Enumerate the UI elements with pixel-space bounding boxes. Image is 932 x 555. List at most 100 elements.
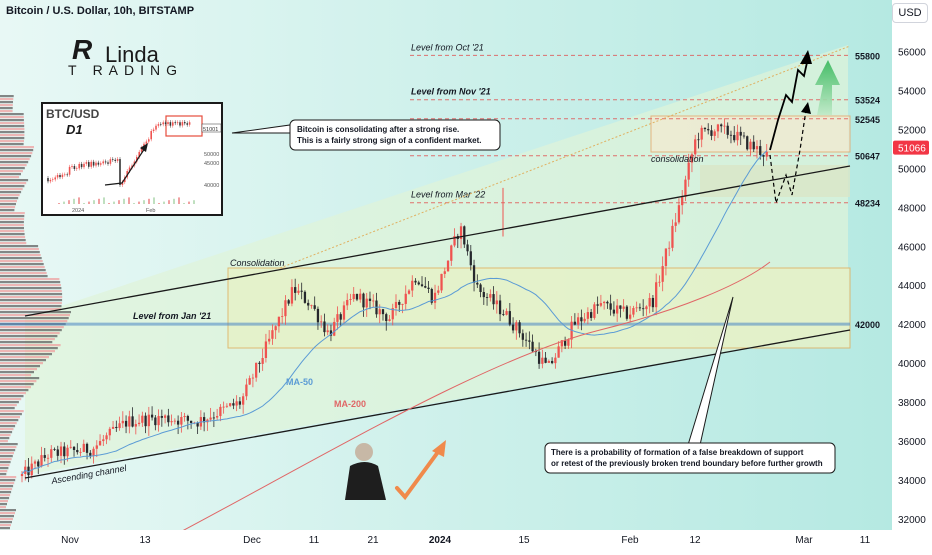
candle-body [599, 303, 603, 306]
volume-profile-bar [0, 146, 34, 149]
candle-body [733, 135, 736, 141]
candle-body [589, 312, 593, 318]
candle-body [466, 244, 469, 252]
volume-profile-bar [0, 413, 22, 416]
price-level-value: 52545 [855, 115, 880, 125]
inset-candle-body [49, 179, 52, 182]
inset-volume-bar [88, 201, 90, 204]
volume-profile-bar [0, 128, 25, 131]
candle-body [690, 154, 694, 163]
inset-candle-body [172, 122, 174, 126]
y-axis-tick: 44000 [898, 281, 926, 292]
candle-body [433, 292, 437, 303]
channel-lower-line [24, 329, 851, 479]
candle-body [664, 248, 668, 267]
volume-profile-bar [0, 434, 11, 437]
volume-profile-bar [0, 317, 69, 320]
volume-profile-bar [0, 368, 37, 371]
candle-body [427, 287, 430, 290]
inset-volume-bar [93, 200, 95, 204]
candle-body [495, 300, 498, 305]
candle-body [209, 417, 212, 420]
volume-profile-bar [0, 101, 13, 104]
volume-profile-bar [0, 455, 13, 458]
candle-body [89, 452, 92, 456]
candle-body [333, 321, 336, 336]
volume-profile-bar [0, 284, 61, 287]
volume-profile-bar [0, 305, 62, 308]
candle-body [485, 297, 489, 298]
candle-body [440, 273, 443, 291]
candle-body [518, 322, 521, 334]
inset-candle-body [73, 166, 76, 169]
candle-body [524, 339, 528, 341]
volume-profile-bar [0, 308, 61, 311]
volume-profile-bar [0, 500, 8, 503]
candle-body [163, 415, 167, 418]
volume-profile-bar [0, 506, 6, 509]
inset-volume-bar [193, 200, 195, 204]
candle-body [554, 357, 557, 364]
volume-profile-bar [0, 473, 7, 476]
x-axis-label: 21 [367, 535, 379, 546]
candle-body [180, 417, 183, 425]
channel-upper-line [24, 165, 851, 317]
currency-button[interactable]: USD [892, 3, 928, 23]
candle-body [310, 305, 313, 307]
volume-profile-bar [0, 119, 24, 122]
inset-candle-body [107, 162, 109, 164]
candle-body [235, 401, 238, 406]
candle-body [115, 426, 118, 429]
inset-candle-body [59, 175, 61, 178]
candle-body [593, 304, 596, 318]
callout-bottom-line2: or retest of the previously broken trend… [551, 459, 823, 468]
candle-body [202, 417, 206, 423]
candle-body [150, 414, 154, 418]
x-axis-label: 11 [860, 535, 871, 546]
volume-profile-bar [0, 518, 13, 521]
volume-profile-bar [0, 497, 10, 500]
candle-body [349, 299, 352, 300]
candle-body [742, 135, 746, 137]
current-price-value: 51066 [898, 144, 926, 155]
inset-volume-bar [153, 197, 155, 204]
y-axis-tick: 42000 [898, 320, 926, 331]
volume-profile-bar [0, 440, 8, 443]
candle-body [20, 473, 24, 477]
volume-profile-bar [0, 149, 34, 152]
volume-profile-bar [0, 482, 15, 485]
volume-profile-bar [0, 512, 15, 515]
candle-body [573, 321, 577, 325]
volume-profile-bar [0, 113, 24, 116]
candle-body [417, 282, 420, 285]
candle-body [381, 309, 385, 315]
inset-volume-bar [58, 203, 60, 204]
candle-body [98, 441, 102, 446]
volume-profile-bar [0, 470, 8, 473]
candle-body [651, 297, 655, 308]
volume-profile-bar [0, 278, 60, 281]
candle-body [450, 245, 453, 261]
volume-profile-bar [0, 98, 14, 101]
inset-price-tag [201, 123, 222, 133]
candle-body [118, 423, 121, 429]
candle-body [511, 324, 515, 331]
candle-body [248, 378, 251, 385]
price-level-value: 53524 [855, 96, 880, 106]
volume-profile-bar [0, 233, 25, 236]
inset-candle-body [83, 163, 85, 168]
candle-body [723, 125, 726, 127]
candle-body [271, 330, 274, 339]
candle-body [700, 127, 703, 140]
candle-body [229, 403, 232, 406]
candle-body [300, 290, 303, 292]
candle-body [284, 300, 287, 317]
candle-body [141, 415, 144, 423]
volume-profile-bar [0, 293, 63, 296]
ma200-line [149, 261, 771, 549]
x-axis-label: 13 [139, 535, 151, 546]
candle-body [674, 222, 677, 226]
big-green-arrow [815, 60, 840, 115]
inset-axis-tick: 40000 [204, 183, 219, 189]
candle-body [469, 251, 472, 266]
